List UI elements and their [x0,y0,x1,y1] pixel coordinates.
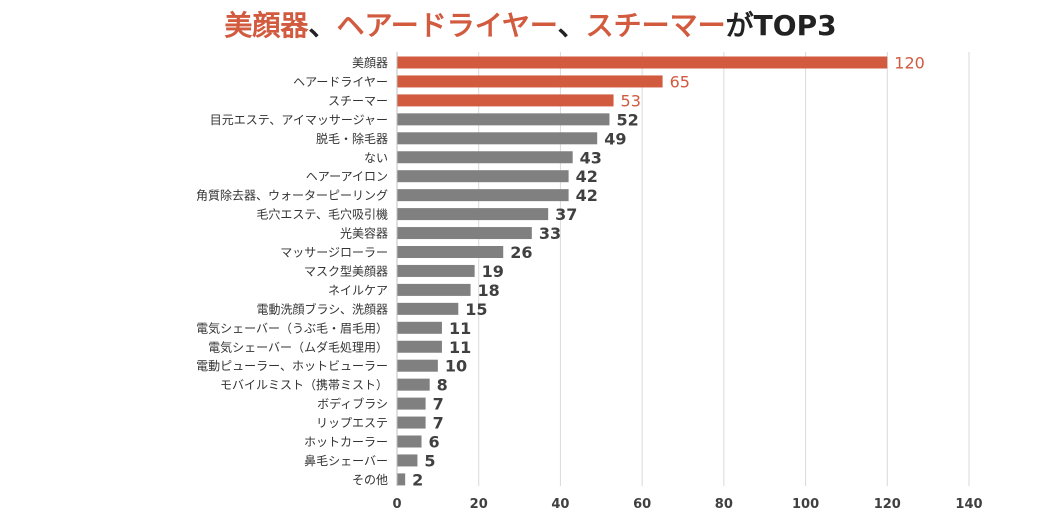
bar [397,264,475,277]
x-tick-label: 40 [551,497,569,511]
category-label: ネイルケア [328,283,388,297]
title-segment: スチーマー [585,9,726,42]
data-label: 65 [670,72,690,91]
data-label: 19 [482,262,504,281]
category-label: ホットカーラー [304,435,388,449]
data-label: 6 [429,433,440,452]
data-label: 8 [437,376,448,395]
bar [397,56,888,69]
title-segment: ヘアードライヤー [336,9,558,42]
bar [397,189,569,202]
category-label: 電動ピューラー、ホットビューラー [196,359,388,373]
data-label: 7 [433,414,444,433]
category-label: ボディブラシ [317,396,388,411]
data-label: 7 [433,395,444,414]
data-label: 42 [576,186,598,205]
data-label: 15 [465,300,487,319]
data-label: 37 [555,205,577,224]
bar [397,113,610,126]
category-label: 電動洗顔ブラシ、洗顔器 [256,301,388,316]
category-label: ない [364,151,388,165]
bar [397,75,663,88]
data-label: 49 [604,129,626,148]
chart-title: 美顔器、ヘアードライヤー、スチーマーがTOP3 [0,4,1061,44]
data-label: 10 [445,357,467,376]
x-tick-label: 140 [955,497,982,511]
bar [397,416,426,429]
x-tick-label: 100 [792,497,819,511]
bar [397,94,614,107]
x-tick-label: 120 [874,497,901,511]
data-label: 43 [580,148,602,167]
title-segment: がTOP3 [725,9,837,42]
bar [397,435,422,448]
data-label: 11 [449,319,471,338]
data-label: 33 [539,224,561,243]
category-label: 電気シェーバー（ムダ毛処理用） [208,339,388,354]
data-label: 53 [621,91,641,110]
data-label: 120 [894,54,925,73]
category-label: ヘアーアイロン [306,170,388,184]
bar [397,302,459,315]
bar [397,397,426,410]
data-label: 2 [412,470,423,489]
category-label: スチーマー [328,94,388,108]
category-label: 美顔器 [352,55,388,70]
bar [397,378,430,391]
bar [397,359,438,372]
x-tick-label: 20 [470,497,488,511]
category-label: マスク型美顔器 [304,263,388,278]
bar [397,132,598,145]
category-label: モバイルミスト（携帯ミスト） [220,377,388,392]
bar [397,227,532,240]
data-label: 52 [616,110,638,129]
x-tick-label: 60 [633,497,651,511]
data-label: 26 [510,243,532,262]
bar [397,283,471,296]
category-label: その他 [352,473,388,487]
data-label: 5 [424,451,435,470]
title-segment: 、 [557,9,586,42]
title-segment: 、 [308,9,337,42]
category-label: 目元エステ、アイマッサージャー [210,113,388,127]
category-label: 鼻毛シェーバー [304,453,388,468]
category-label: ヘアードライヤー [293,75,388,89]
data-label: 11 [449,338,471,357]
bar [397,246,504,258]
x-tick-label: 80 [715,497,733,511]
category-label: 毛穴エステ、毛穴吸引機 [256,207,388,222]
category-label: リップエステ [316,416,388,430]
bar [397,151,573,164]
category-label: 光美容器 [340,226,388,241]
data-label: 18 [478,281,500,300]
bar [397,454,418,467]
category-label: 脱毛・除毛器 [316,131,388,146]
category-label: 角質除去器、ウォーターピーリング [196,188,388,203]
category-label: 電気シェーバー（うぶ毛・眉毛用） [196,320,388,335]
x-tick-label: 0 [392,497,401,511]
bar [397,340,442,353]
bar [397,473,406,486]
title-segment: 美顔器 [224,9,309,42]
bar [397,208,549,221]
category-label: マッサージローラー [280,246,388,260]
data-label: 42 [576,167,598,186]
bar [397,170,569,183]
bar [397,321,442,334]
